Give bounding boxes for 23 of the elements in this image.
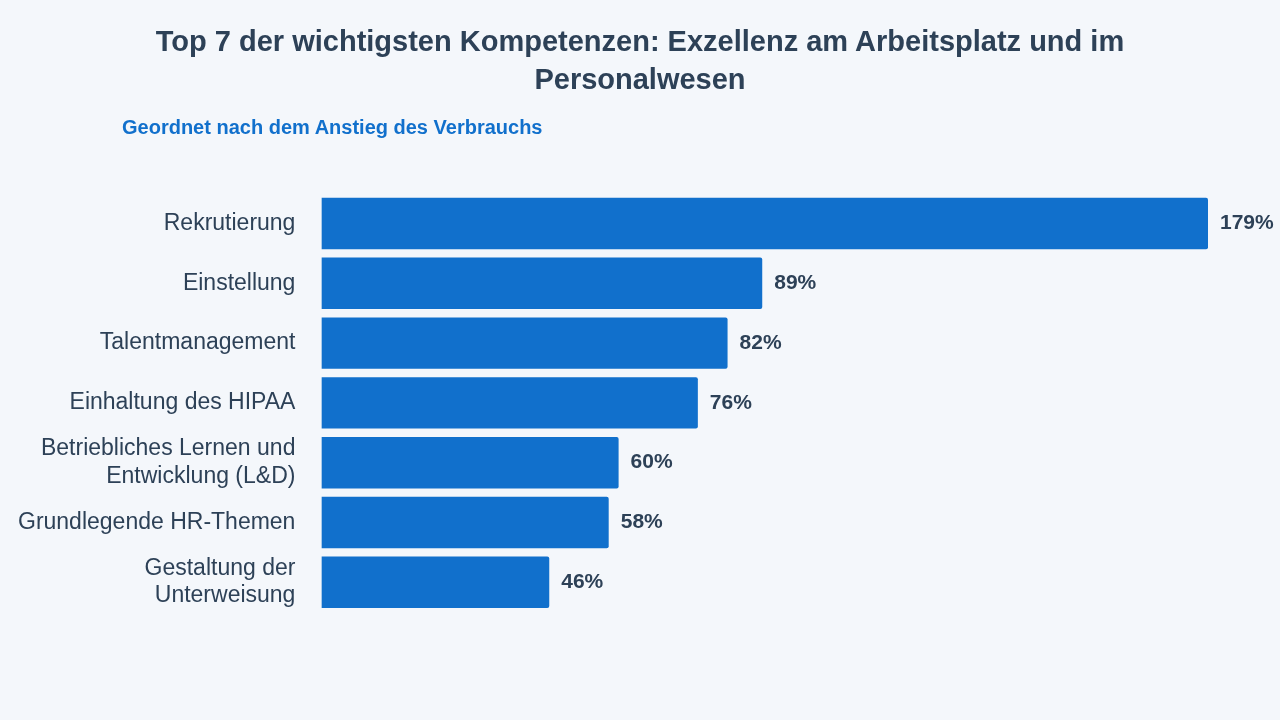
y-tick-label: Talentmanagement xyxy=(99,328,297,355)
bar xyxy=(321,197,1208,250)
bar xyxy=(321,377,698,429)
data-label: 46% xyxy=(561,569,604,593)
chart-title: Top 7 der wichtigsten Kompetenzen: Exzellenz am Arbeitsplatz und im Personalwesen xyxy=(154,24,1126,97)
chart-subtitle: Geordnet nach dem Anstieg des Verbrauchs xyxy=(122,116,543,139)
data-label: 82% xyxy=(739,329,782,353)
data-label: 58% xyxy=(620,509,664,533)
bar xyxy=(321,556,550,609)
y-tick-label: Einhaltung des HIPAA xyxy=(69,388,297,415)
bar xyxy=(321,317,728,369)
y-tick-label: Rekrutierung xyxy=(163,208,296,235)
y-tick-label: Betriebliches Lernen und Entwicklung (L&D) xyxy=(40,434,296,488)
data-label: 89% xyxy=(774,270,817,294)
data-label: 179% xyxy=(1220,210,1275,234)
data-label: 60% xyxy=(630,449,673,473)
y-tick-label: Gestaltung der Unterweisung xyxy=(144,553,296,608)
bar xyxy=(321,436,619,489)
y-tick-label: Einstellung xyxy=(182,268,296,295)
data-label: 76% xyxy=(709,389,753,413)
bar xyxy=(321,257,763,310)
bar xyxy=(321,496,609,549)
y-tick-label: Grundlegende HR-Themen xyxy=(17,507,296,534)
